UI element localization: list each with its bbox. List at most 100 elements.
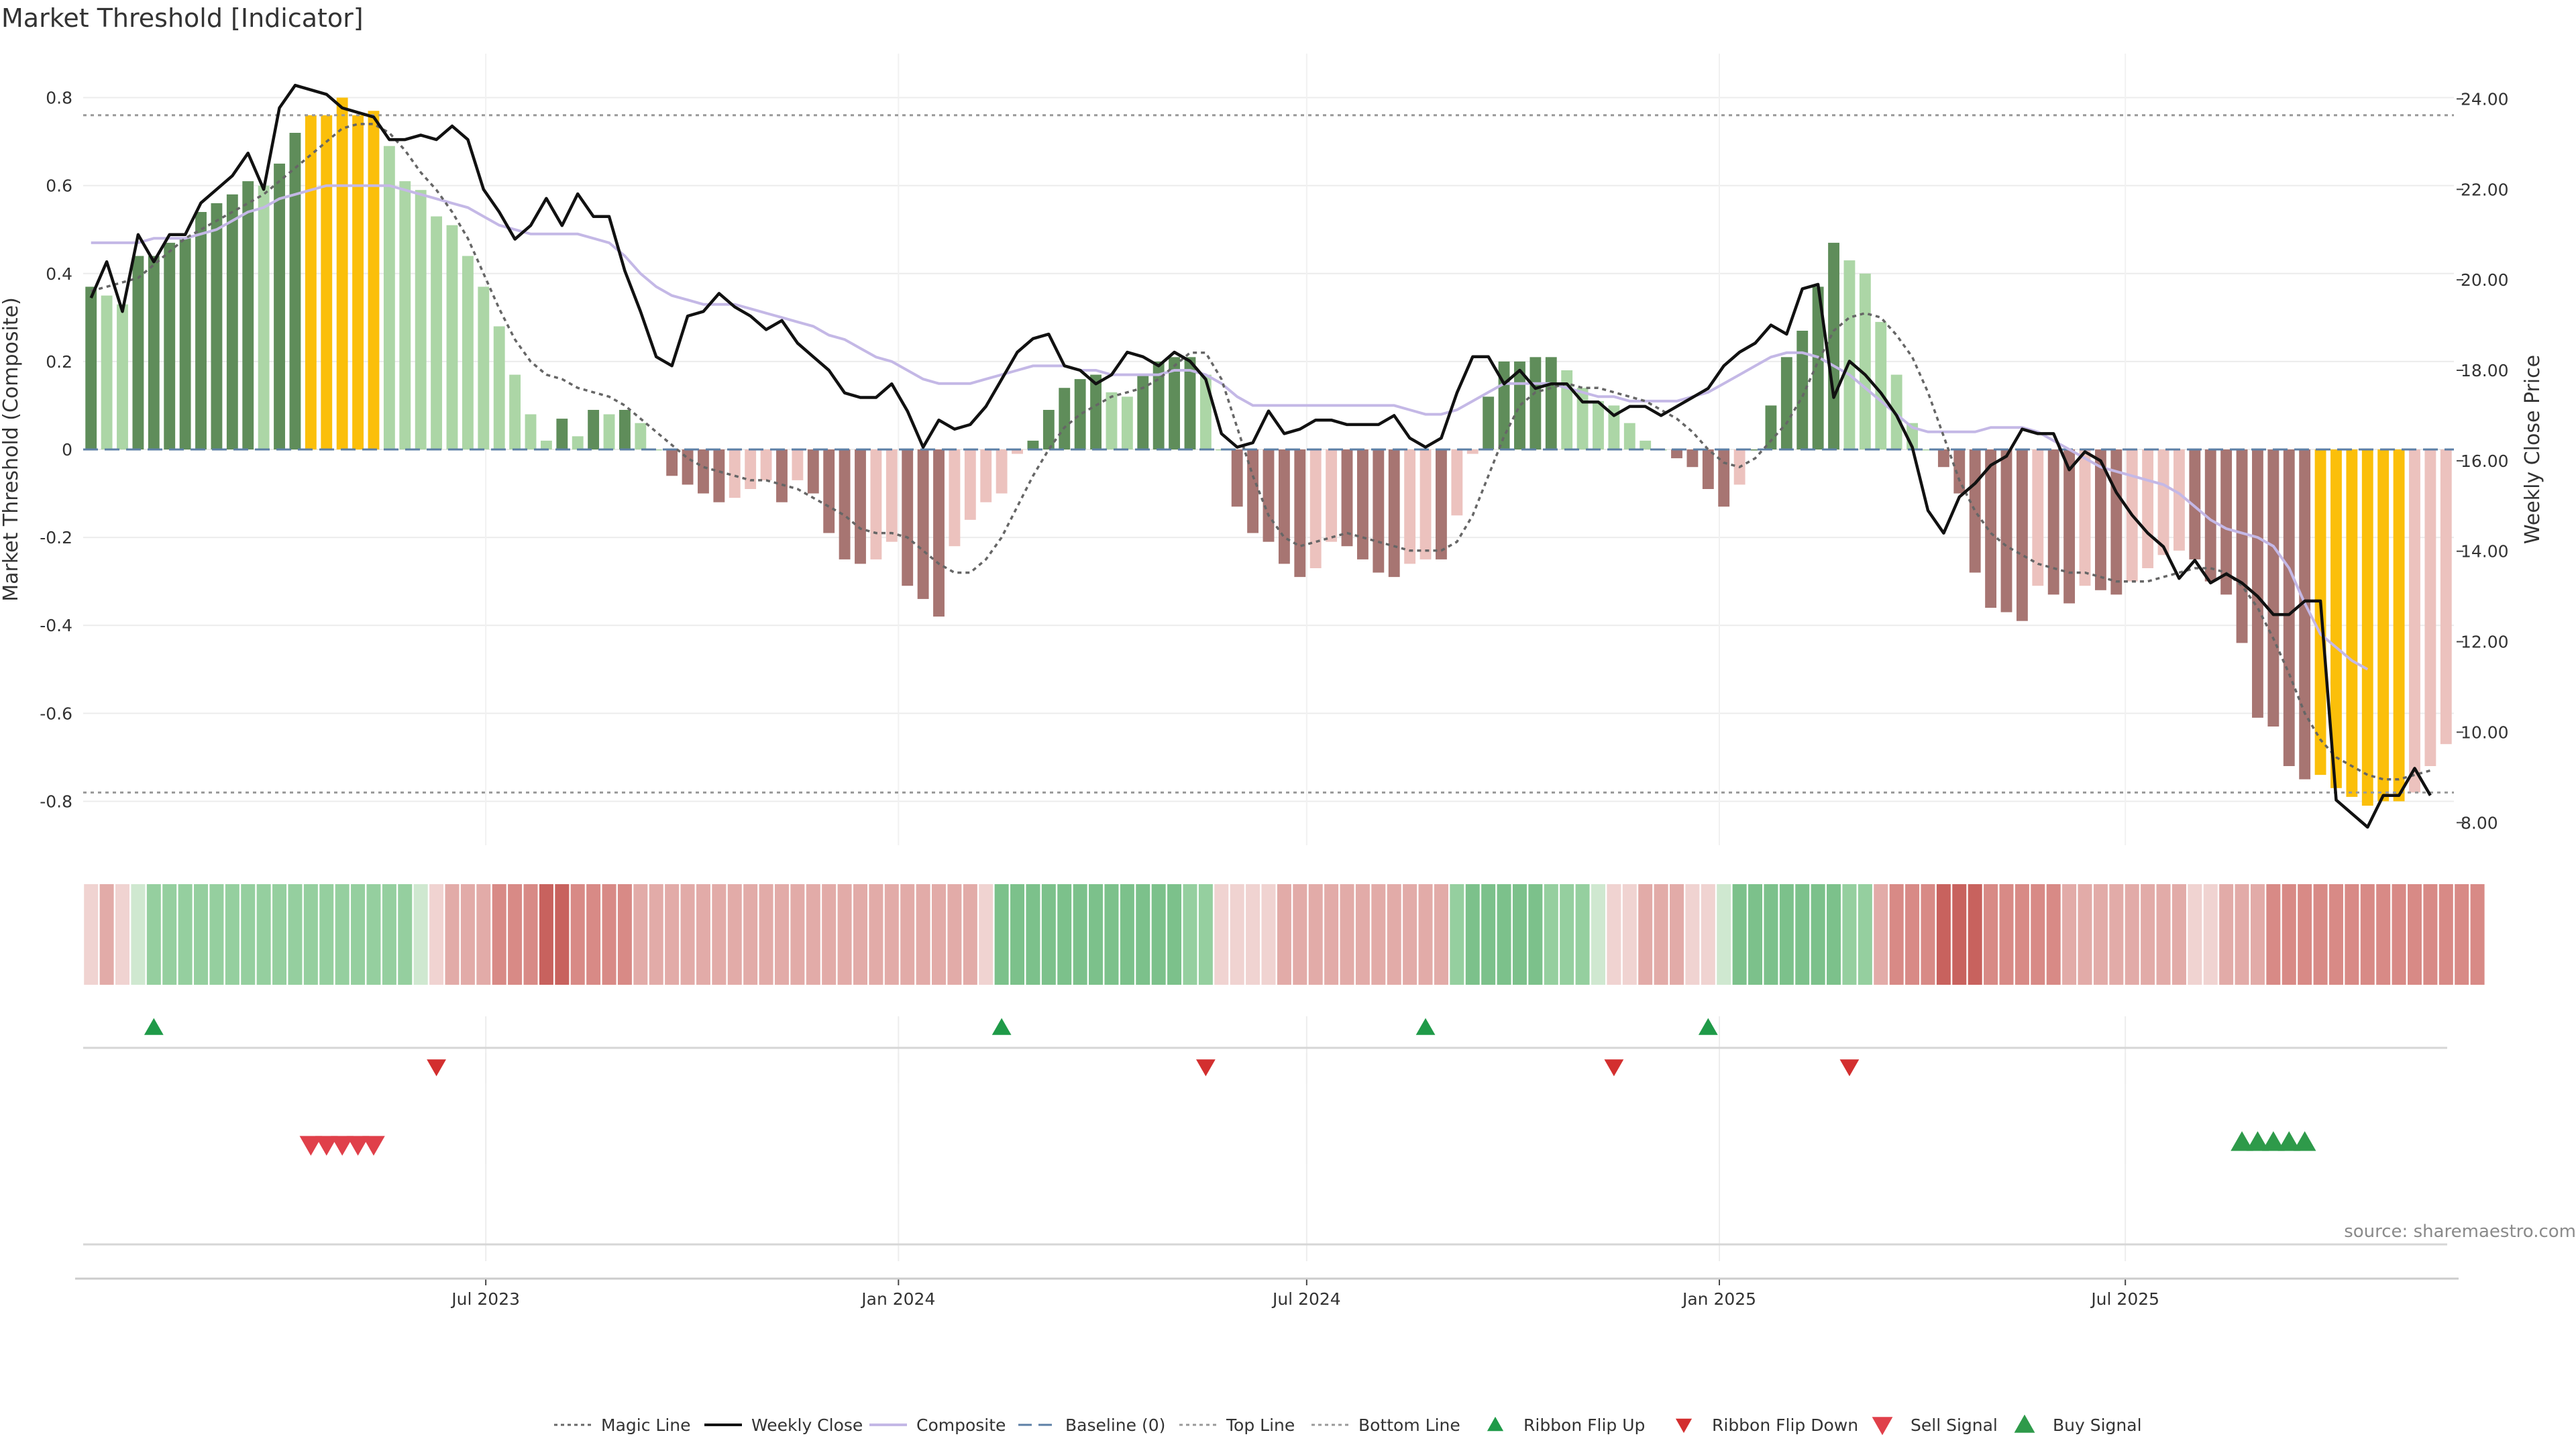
bar	[635, 423, 647, 449]
legend-label: Magic Line	[601, 1415, 691, 1435]
bar	[2236, 449, 2248, 643]
ribbon-cell	[665, 884, 680, 985]
y-tick-label: 0.4	[46, 264, 72, 284]
ribbon-cell	[1104, 884, 1119, 985]
ribbon-cell	[1607, 884, 1621, 985]
sell-signal-marker	[299, 1136, 323, 1156]
bar	[368, 111, 380, 449]
ribbon-cell	[806, 884, 820, 985]
y-tick-label: -0.2	[40, 528, 72, 547]
legend-item: Ribbon Flip Down	[1675, 1415, 1858, 1435]
bar	[1231, 449, 1243, 507]
ribbon-cell	[1528, 884, 1543, 985]
ribbon-cell	[1371, 884, 1386, 985]
ribbon-cell	[194, 884, 209, 985]
buy-signal-marker	[2231, 1131, 2253, 1151]
ribbon-cell	[1968, 884, 1982, 985]
bar	[1890, 374, 1902, 449]
ribbon-cell	[1355, 884, 1370, 985]
ribbon-cell	[2203, 884, 2218, 985]
bar	[885, 449, 898, 542]
ribbon-cell	[1324, 884, 1339, 985]
ribbon-cell	[366, 884, 381, 985]
y2-tick-label: 14.00	[2461, 542, 2509, 561]
ribbon-cell	[1874, 884, 1888, 985]
bar	[839, 449, 851, 559]
ribbon-cell	[2360, 884, 2375, 985]
legend: Magic Line Weekly Close Composite Baseline …	[554, 1414, 2142, 1436]
bar	[588, 410, 600, 449]
ribbon-cell	[1654, 884, 1668, 985]
bar	[1027, 440, 1039, 449]
ribbon-cell	[712, 884, 727, 985]
bar	[493, 326, 505, 449]
ribbon-cell	[2015, 884, 2029, 985]
ribbon-cell	[2407, 884, 2422, 985]
bar	[1373, 449, 1385, 573]
legend-item: Bottom Line	[1311, 1415, 1460, 1435]
ribbon-strip	[84, 884, 2485, 985]
ribbon-cell	[1670, 884, 1684, 985]
legend-item: Top Line	[1179, 1415, 1295, 1435]
ribbon-cell	[1748, 884, 1763, 985]
ribbon-cell	[288, 884, 303, 985]
bar	[556, 419, 568, 449]
ribbon-cell	[2328, 884, 2343, 985]
ribbon-cell	[99, 884, 114, 985]
bar	[164, 242, 176, 449]
bar	[195, 212, 207, 449]
bar	[2283, 449, 2295, 766]
bar	[2032, 449, 2044, 586]
bar	[572, 436, 584, 449]
bar	[2220, 449, 2233, 595]
bar	[211, 203, 223, 449]
ribbon-cell	[1089, 884, 1104, 985]
ribbon-cell	[555, 884, 570, 985]
ribbon-cell	[162, 884, 177, 985]
bar	[2440, 449, 2452, 745]
ribbon-cell	[837, 884, 852, 985]
bar	[148, 256, 160, 449]
buy-signal-marker	[2246, 1131, 2269, 1151]
legend-item: Sell Signal	[1872, 1415, 1998, 1436]
bar	[1341, 449, 1353, 547]
ribbon-cell	[2235, 884, 2249, 985]
bar	[2393, 449, 2405, 802]
bar	[321, 115, 333, 449]
bar	[1169, 357, 1181, 449]
ribbon-cell	[602, 884, 616, 985]
ribbon-cell	[1999, 884, 2014, 985]
y2-tick-label: 22.00	[2461, 180, 2509, 199]
x-tick-label: Jul 2025	[2090, 1289, 2159, 1309]
y2-tick-label: 10.00	[2461, 722, 2509, 742]
ribbon-cell	[1889, 884, 1904, 985]
ribbon-cell	[1560, 884, 1574, 985]
ribbon-flip-up-marker	[1415, 1018, 1436, 1035]
ribbon-cell	[1811, 884, 1825, 985]
ribbon-cell	[2171, 884, 2186, 985]
bar	[1529, 357, 1542, 449]
ribbon-cell	[413, 884, 428, 985]
bar	[431, 216, 443, 449]
ribbon-cell	[649, 884, 663, 985]
bar	[2189, 449, 2201, 559]
ribbon-cell	[884, 884, 899, 985]
y-tick-label: -0.8	[40, 792, 72, 811]
magic-line	[91, 123, 2431, 781]
bar	[855, 449, 866, 564]
ribbon-cell	[633, 884, 648, 985]
ribbon-cell	[398, 884, 413, 985]
ribbon-cell	[570, 884, 585, 985]
y2-tick-label: 16.00	[2461, 451, 2509, 471]
bar	[446, 225, 458, 449]
ribbon-cell	[1246, 884, 1260, 985]
legend-item: Weekly Close	[704, 1415, 863, 1435]
ribbon-cell	[2345, 884, 2359, 985]
bar	[1278, 449, 1290, 564]
bar	[902, 449, 914, 586]
bar	[792, 449, 804, 480]
bar	[2377, 449, 2390, 802]
bar	[1969, 449, 1981, 573]
ribbon-cell	[2219, 884, 2234, 985]
bar	[823, 449, 835, 533]
